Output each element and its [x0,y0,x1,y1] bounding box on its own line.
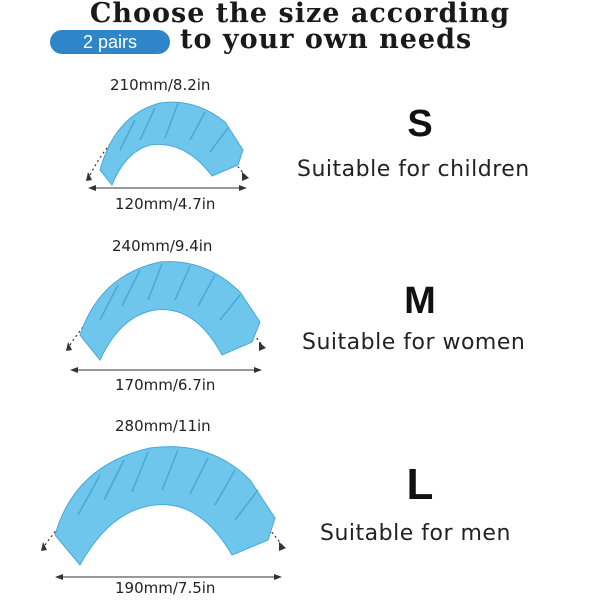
size-letter: S [407,103,433,145]
size-letter: L [406,460,434,509]
width-label: 190mm/7.5in [115,579,216,597]
arc-length-label: 280mm/11in [115,417,211,435]
width-label: 170mm/6.7in [115,376,216,394]
arc-length-label: 240mm/9.4in [112,237,213,255]
headline-line-2: to your own needs [180,24,473,55]
headline-line-1: Choose the size according [89,0,511,29]
size-description: Suitable for women [302,330,526,355]
size-letter: M [404,280,436,322]
size-description: Suitable for men [320,521,511,546]
size-description: Suitable for children [297,157,530,182]
width-label: 120mm/4.7in [115,195,216,213]
pairs-badge: 2 pairs [50,30,170,54]
arc-length-label: 210mm/8.2in [110,76,211,94]
